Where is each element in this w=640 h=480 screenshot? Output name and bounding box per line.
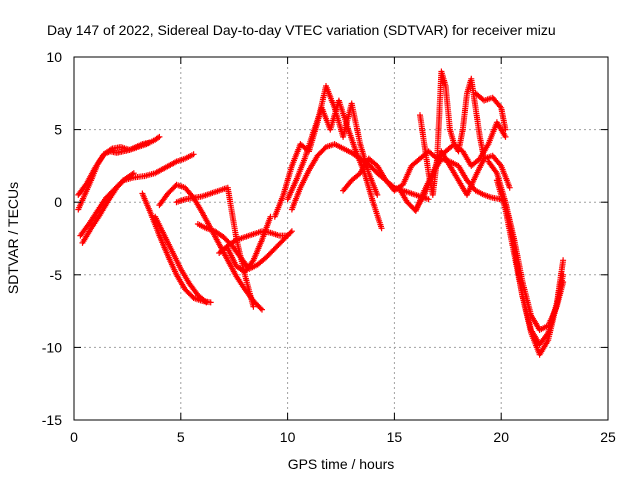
x-tick-label: 25 xyxy=(600,429,616,445)
series-track-11 xyxy=(224,213,274,275)
series-track-22 xyxy=(502,199,567,333)
y-tick-label: -5 xyxy=(50,267,63,283)
data-markers xyxy=(485,158,567,358)
series-track-18 xyxy=(412,148,513,213)
y-tick-label: 10 xyxy=(46,49,62,65)
series-track-5 xyxy=(139,190,214,306)
x-tick-label: 10 xyxy=(280,429,296,445)
series-track-4 xyxy=(79,170,137,246)
x-axis-label: GPS time / hours xyxy=(288,456,395,472)
series-track-20 xyxy=(485,158,567,358)
data-markers xyxy=(194,221,295,272)
y-tick-label: -10 xyxy=(42,339,62,355)
plot-frame xyxy=(73,56,609,421)
chart-title: Day 147 of 2022, Sidereal Day-to-day VTE… xyxy=(47,22,556,38)
data-markers xyxy=(156,181,265,313)
x-tick-label: 20 xyxy=(493,429,509,445)
data-markers xyxy=(139,190,214,306)
series-track-17 xyxy=(417,68,488,198)
data-markers xyxy=(502,199,567,333)
data-markers xyxy=(493,177,567,348)
x-tick-label: 0 xyxy=(70,429,78,445)
series-track-7 xyxy=(156,181,265,313)
y-tick-label: 5 xyxy=(54,122,62,138)
series-track-19 xyxy=(472,90,509,133)
axis-ticks: 0 5 10 15 20 25 -15 -10 -5 0 5 10 xyxy=(42,49,616,445)
y-tick-label: -15 xyxy=(42,412,62,428)
x-tick-label: 15 xyxy=(387,429,403,445)
y-tick-label: 0 xyxy=(54,194,62,210)
data-markers xyxy=(472,90,509,133)
data-markers xyxy=(417,68,488,198)
data-markers xyxy=(75,139,152,213)
data-markers xyxy=(152,213,210,306)
series-track-6 xyxy=(152,213,210,306)
series-track-3 xyxy=(75,139,152,213)
series-track-9 xyxy=(194,221,295,272)
data-markers xyxy=(79,170,137,246)
data-markers xyxy=(412,148,513,213)
data-points xyxy=(75,68,567,358)
y-axis-label: SDTVAR / TECUs xyxy=(5,182,21,294)
series-track-21 xyxy=(493,177,567,348)
data-markers xyxy=(224,213,274,275)
x-tick-label: 5 xyxy=(177,429,185,445)
